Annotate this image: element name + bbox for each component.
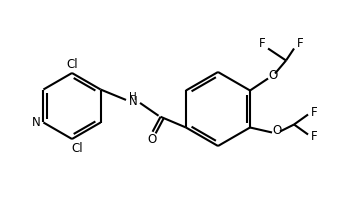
Text: F: F: [297, 37, 303, 50]
Text: F: F: [311, 106, 317, 119]
Text: O: O: [273, 124, 282, 137]
Text: Cl: Cl: [71, 143, 83, 155]
Text: Cl: Cl: [66, 58, 78, 70]
Text: O: O: [147, 133, 156, 146]
Text: H: H: [129, 92, 137, 102]
Text: F: F: [311, 130, 317, 143]
Text: F: F: [259, 37, 265, 50]
Text: O: O: [269, 69, 278, 82]
Text: N: N: [32, 116, 41, 129]
Text: N: N: [129, 95, 138, 108]
